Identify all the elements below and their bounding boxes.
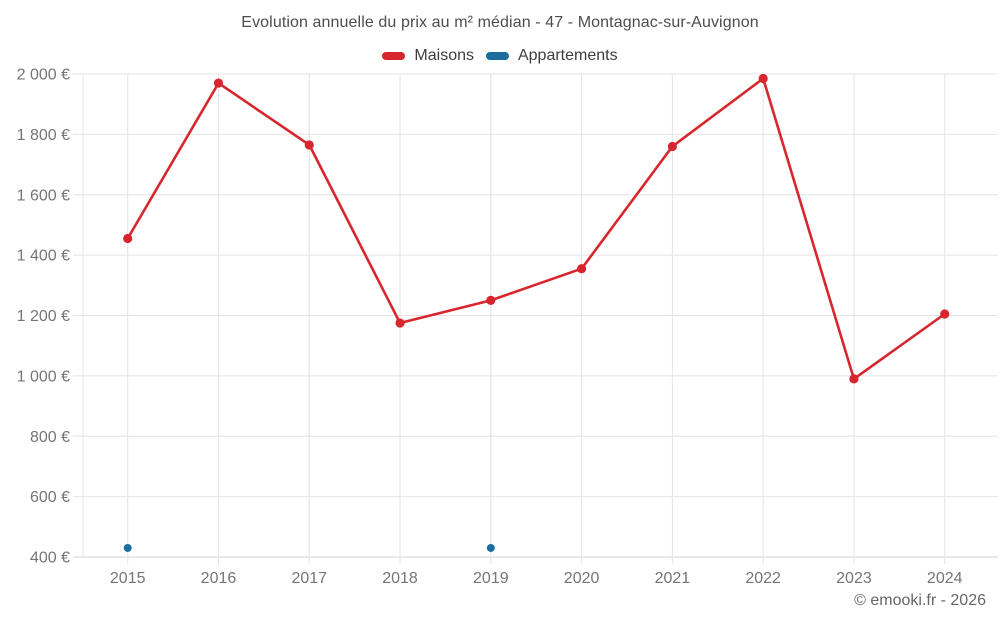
maisons-point-2018[interactable]	[395, 318, 405, 328]
maisons-point-2023[interactable]	[849, 374, 859, 384]
y-axis-tick-label: 1 800 €	[17, 127, 70, 144]
legend-item-appartements[interactable]: Appartements	[485, 47, 618, 65]
x-axis-tick-label: 2017	[291, 570, 327, 587]
appartements-point-2015[interactable]	[123, 543, 132, 552]
legend-label-maisons: Maisons	[414, 47, 474, 64]
chart-title: Evolution annuelle du prix au m² médian …	[241, 14, 759, 31]
appartements-point-2019[interactable]	[486, 543, 495, 552]
y-axis-tick-label: 1 000 €	[17, 368, 70, 385]
footer-credit: © emooki.fr - 2026	[854, 592, 986, 609]
maisons-point-2020[interactable]	[577, 264, 587, 274]
x-axis-tick-label: 2015	[110, 570, 146, 587]
x-axis-tick-label: 2022	[745, 570, 781, 587]
chart-legend: Maisons Appartements	[0, 47, 1000, 65]
x-axis-tick-label: 2021	[655, 570, 691, 587]
x-axis-tick-label: 2016	[201, 570, 237, 587]
y-axis-tick-label: 1 200 €	[17, 308, 70, 325]
y-axis-tick-label: 400 €	[30, 550, 70, 567]
maisons-legend-marker-icon	[382, 52, 406, 60]
maisons-point-2024[interactable]	[940, 309, 950, 319]
x-axis-tick-label: 2024	[927, 570, 963, 587]
y-axis-tick-label: 1 400 €	[17, 248, 70, 265]
maisons-point-2021[interactable]	[667, 141, 677, 152]
x-axis-tick-label: 2018	[382, 570, 418, 587]
legend-label-appartements: Appartements	[517, 47, 618, 64]
maisons-point-2017[interactable]	[304, 140, 314, 150]
maisons-point-2016[interactable]	[213, 78, 224, 88]
y-axis-tick-label: 2 000 €	[17, 67, 70, 84]
x-axis-tick-label: 2019	[473, 570, 509, 587]
maisons-point-2022[interactable]	[758, 73, 768, 84]
appartements-legend-marker-icon	[485, 52, 509, 60]
maisons-point-2015[interactable]	[123, 233, 133, 244]
x-axis-tick-label: 2023	[836, 570, 872, 587]
maisons-point-2019[interactable]	[486, 295, 496, 306]
maisons-line	[126, 77, 947, 381]
y-axis-tick-label: 600 €	[30, 489, 70, 506]
x-axis-tick-label: 2020	[564, 570, 600, 587]
legend-item-maisons[interactable]: Maisons	[382, 47, 474, 65]
y-axis-tick-label: 1 600 €	[17, 187, 70, 204]
y-axis-tick-label: 800 €	[30, 429, 70, 446]
